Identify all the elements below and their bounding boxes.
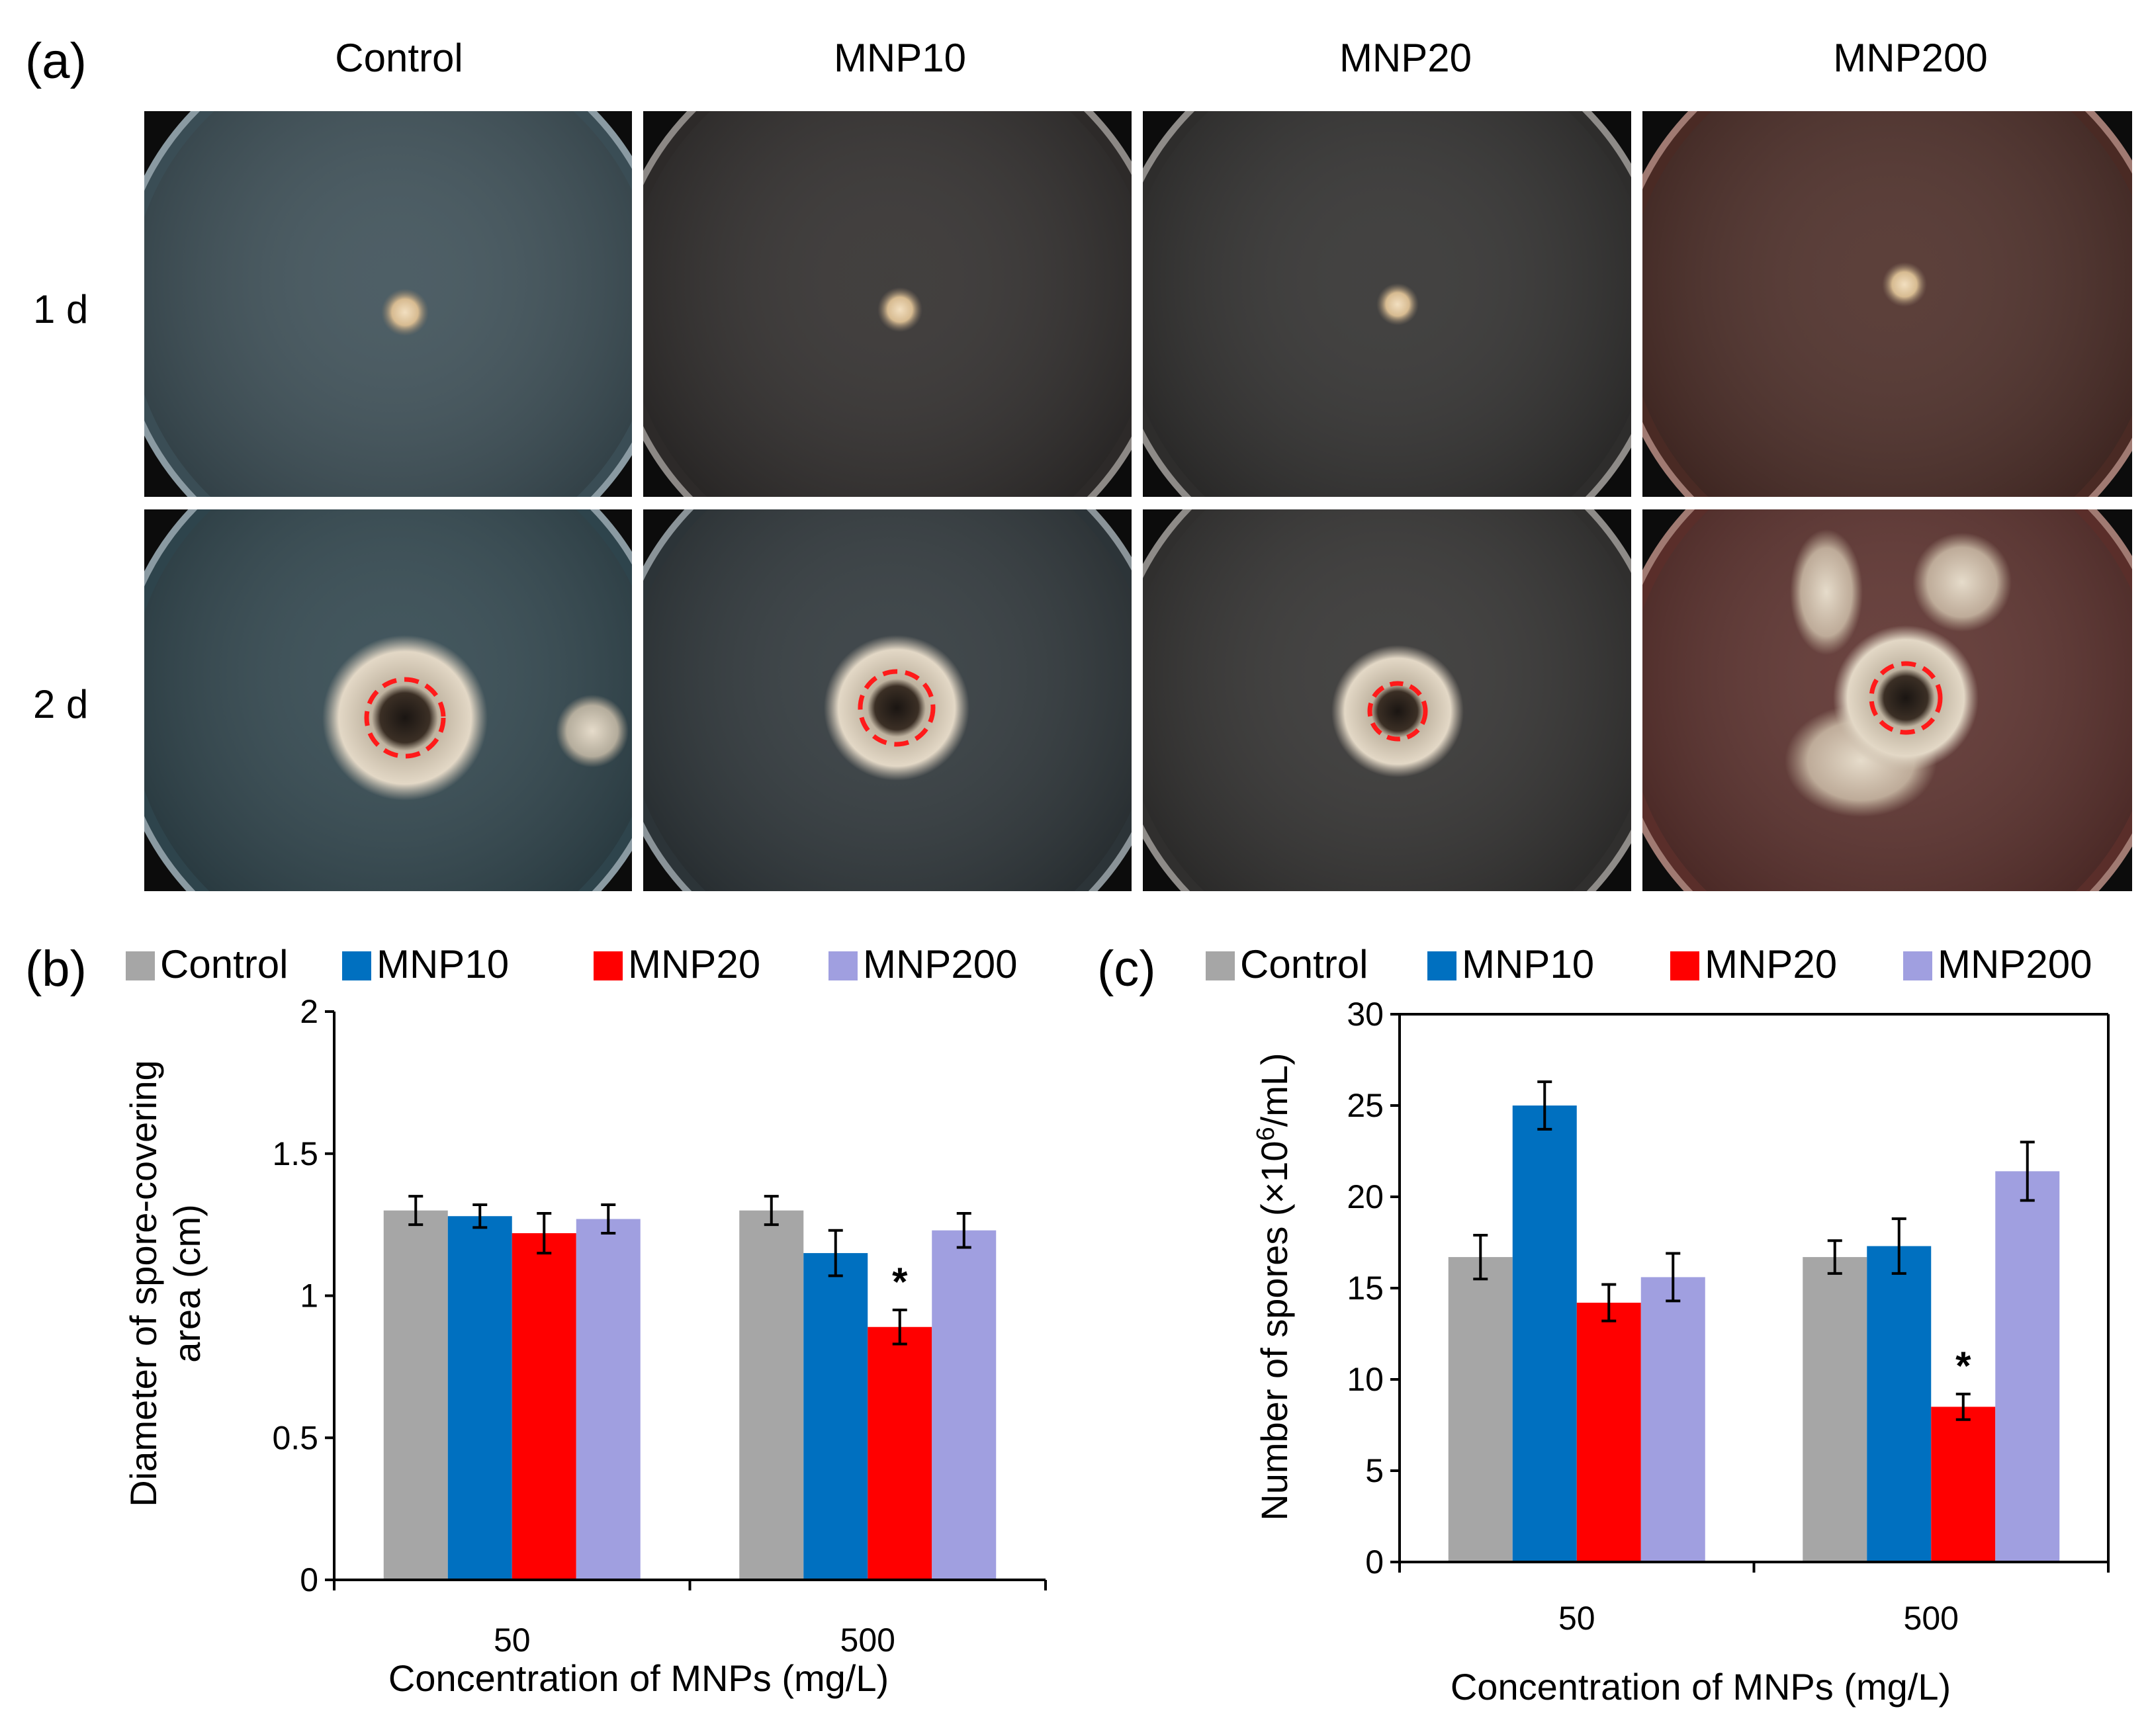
- plate-1d-mnp20: [1143, 111, 1631, 497]
- chart-c-y-axis-title-prefix: Number of spores (×10: [1253, 1141, 1295, 1520]
- chart-c-legend-label-mnp20: MNP20: [1705, 942, 1837, 986]
- chart-b-axes: 0 0.5 1 1.5 2 50 500: [272, 993, 1047, 1659]
- panel-a: (a) Control MNP10 MNP20 MNP200 1 d 2 d: [25, 33, 2132, 891]
- chart-c-bar-control-500: [1803, 1257, 1867, 1562]
- chart-c-y-axis-title: Number of spores (×106/mL): [1252, 1053, 1295, 1520]
- plate-1d-mnp200: [1642, 111, 2132, 497]
- chart-c-legend-swatch-mnp10: [1427, 951, 1456, 980]
- chart-c-y-axis-title-superscript: 6: [1252, 1127, 1280, 1141]
- chart-c-significance-marker: *: [1955, 1344, 1971, 1388]
- chart-b-legend-swatch-mnp20: [594, 951, 623, 980]
- chart-b-significance-marker: *: [892, 1260, 908, 1304]
- chart-b-legend-label-control: Control: [160, 942, 288, 986]
- column-label-mnp20: MNP20: [1339, 36, 1472, 80]
- chart-c-y-tick-label: 15: [1347, 1270, 1384, 1307]
- column-label-mnp200: MNP200: [1833, 36, 1987, 80]
- chart-b-legend-swatch-mnp10: [342, 951, 371, 980]
- chart-c-legend-label-mnp10: MNP10: [1462, 942, 1594, 986]
- plate-2d-control: [144, 509, 632, 891]
- chart-c-legend-swatch-control: [1206, 951, 1235, 980]
- chart-c-x-tick-label: 50: [1558, 1600, 1595, 1637]
- chart-b-y-tick-label: 0: [300, 1561, 318, 1598]
- plate-2d-mnp10: [643, 509, 1132, 891]
- chart-b-x-tick-label: 500: [840, 1622, 895, 1659]
- chart-b-x-tick-label: 50: [494, 1622, 531, 1659]
- chart-c-legend-swatch-mnp200: [1903, 951, 1932, 980]
- chart-c-bar-mnp200-500: [1995, 1171, 2060, 1562]
- column-label-mnp10: MNP10: [834, 36, 966, 80]
- chart-b-legend: Control MNP10 MNP20 MNP200: [126, 942, 1017, 986]
- plate-1d-mnp10: [643, 111, 1132, 497]
- panel-a-letter: (a): [25, 33, 87, 89]
- chart-c-y-axis-title-suffix: /mL): [1253, 1053, 1295, 1127]
- chart-b-y-tick-label: 1: [300, 1278, 318, 1315]
- chart-b-x-axis-title: Concentration of MNPs (mg/L): [388, 1657, 889, 1699]
- chart-c-axes: 0 5 10 15 20 25 30 50 500: [1347, 996, 2110, 1637]
- chart-b-legend-label-mnp200: MNP200: [863, 942, 1017, 986]
- chart-c-legend-label-mnp200: MNP200: [1938, 942, 2092, 986]
- chart-c-bar-mnp10-500: [1867, 1246, 1932, 1562]
- chart-c-bar-control-50: [1448, 1257, 1513, 1562]
- chart-b-bar-control-500: [739, 1210, 804, 1580]
- plate-2d-mnp20: [1143, 509, 1631, 891]
- plate-2d-mnp200: [1642, 509, 2132, 891]
- chart-b-legend-swatch-mnp200: [828, 951, 858, 980]
- chart-b-y-tick-label: 2: [300, 993, 318, 1030]
- chart-b-bar-mnp200-50: [576, 1219, 641, 1580]
- chart-c-y-tick-label: 10: [1347, 1361, 1384, 1398]
- sporulation-zone-marker: [1367, 681, 1428, 742]
- chart-b-bar-control-50: [383, 1210, 448, 1580]
- chart-c-legend: Control MNP10 MNP20 MNP200: [1206, 942, 2092, 986]
- chart-b-bars: *: [383, 1195, 997, 1580]
- chart-b-bar-mnp10-50: [447, 1216, 512, 1580]
- chart-b-bar-mnp20-50: [512, 1233, 576, 1580]
- chart-b-bar-mnp10-500: [803, 1253, 868, 1580]
- chart-c-panel-letter: (c): [1097, 941, 1156, 997]
- chart-c-x-tick-label: 500: [1904, 1600, 1959, 1637]
- chart-c-bar-mnp20-500: [1931, 1407, 1996, 1562]
- chart-c-legend-label-control: Control: [1240, 942, 1368, 986]
- chart-b-y-axis-title-line-2: area (cm): [166, 1204, 208, 1363]
- chart-c-y-tick-label: 0: [1365, 1543, 1384, 1581]
- sporulation-zone-marker: [858, 669, 936, 747]
- chart-b-bar-mnp200-500: [932, 1230, 997, 1580]
- chart-c-x-axis-title: Concentration of MNPs (mg/L): [1451, 1666, 1951, 1708]
- chart-c-bar-mnp200-50: [1640, 1277, 1705, 1562]
- chart-c-bar-mnp10-50: [1512, 1106, 1577, 1562]
- chart-b-y-axis-title-line-1: Diameter of spore-covering: [122, 1060, 164, 1506]
- chart-c-y-tick-label: 25: [1347, 1087, 1384, 1124]
- column-label-control: Control: [335, 36, 463, 80]
- row-label-2d: 2 d: [33, 682, 88, 726]
- chart-c-bar-mnp20-50: [1576, 1303, 1641, 1562]
- chart-b-y-axis-title: Diameter of spore-covering area (cm): [122, 1060, 208, 1506]
- chart-c-legend-swatch-mnp20: [1670, 951, 1699, 980]
- chart-b-legend-label-mnp10: MNP10: [377, 942, 509, 986]
- sporulation-zone-marker: [1869, 661, 1943, 735]
- chart-b-legend-label-mnp20: MNP20: [628, 942, 760, 986]
- chart-c: (c) Control MNP10 MNP20 MNP200 * 0 5 10 15 20 25…: [1097, 941, 2110, 1708]
- chart-c-bars: *: [1448, 1080, 2060, 1562]
- chart-b-y-tick-label: 1.5: [272, 1135, 318, 1172]
- chart-c-y-tick-label: 20: [1347, 1178, 1384, 1215]
- chart-c-y-tick-label: 5: [1365, 1452, 1384, 1489]
- plate-1d-control: [144, 111, 632, 497]
- sporulation-zone-marker: [364, 677, 446, 759]
- chart-b-legend-swatch-control: [126, 951, 155, 980]
- chart-b: (b) Control MNP10 MNP20 MNP200 * 0 0.5 1 1.5 2 5…: [25, 941, 1047, 1699]
- chart-c-y-tick-label: 30: [1347, 996, 1384, 1033]
- row-label-1d: 1 d: [33, 287, 88, 331]
- chart-b-panel-letter: (b): [25, 941, 87, 997]
- chart-b-y-tick-label: 0.5: [272, 1419, 318, 1456]
- chart-b-bar-mnp20-500: [868, 1326, 932, 1580]
